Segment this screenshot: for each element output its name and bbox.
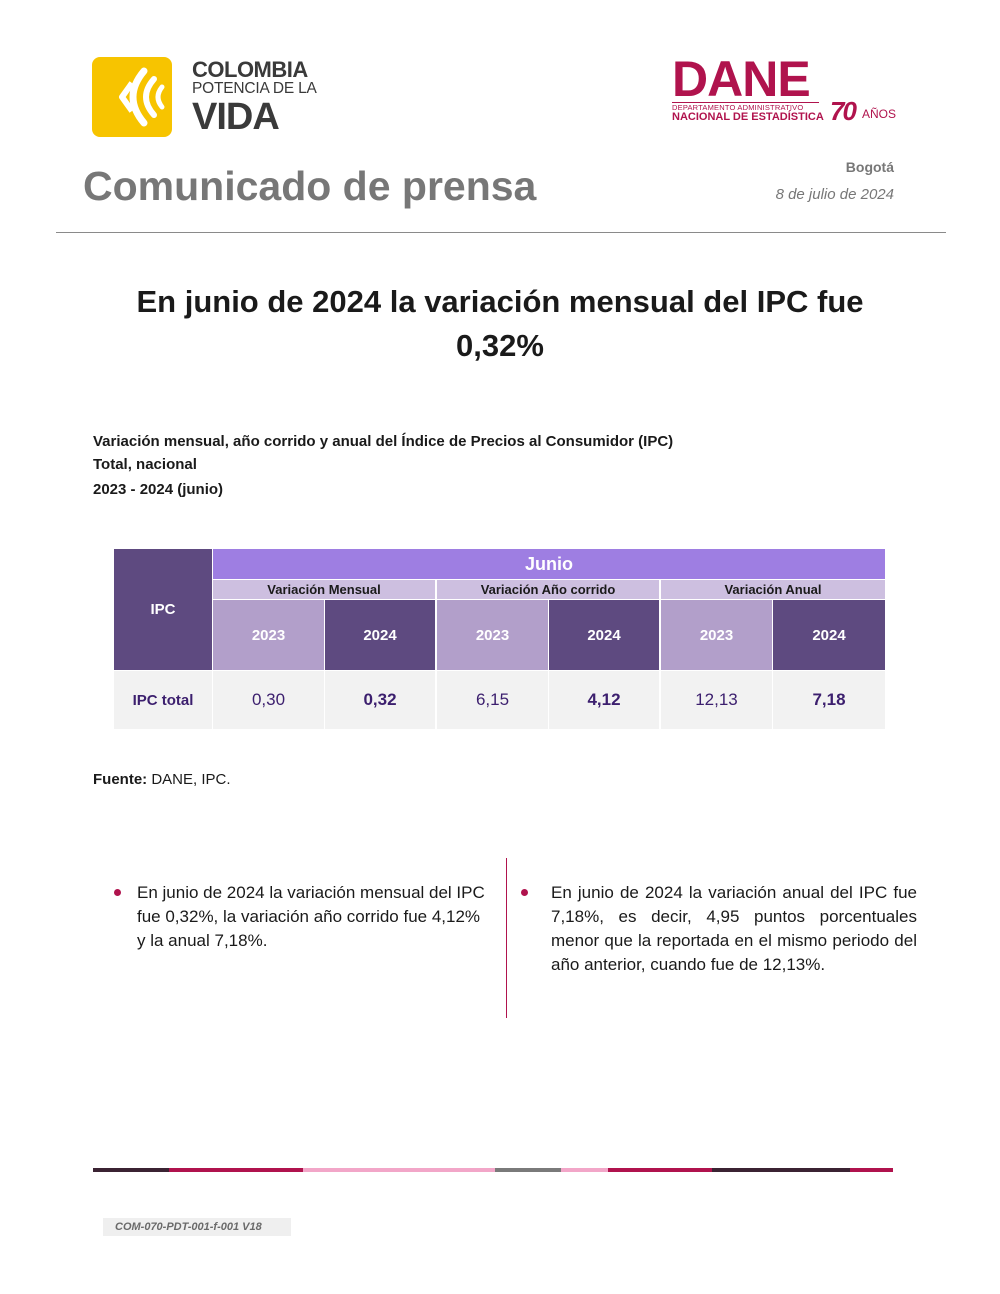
- source-label: Fuente:: [93, 771, 148, 788]
- dane-logo: DANE DEPARTAMENTO ADMINISTRATIVO NACIONA…: [672, 51, 902, 128]
- table-row-label: IPC total: [114, 671, 212, 729]
- bullet-right-text: En junio de 2024 la variación anual del …: [551, 883, 917, 974]
- bullet-left-text: En junio de 2024 la variación mensual de…: [137, 883, 485, 950]
- source-text: DANE, IPC.: [151, 771, 231, 788]
- year-header: 2024: [773, 600, 885, 670]
- table-caption-period: 2023 - 2024 (junio): [93, 481, 224, 498]
- table-caption-scope: Total, nacional: [93, 456, 197, 473]
- bullet-dot-icon: [521, 889, 528, 896]
- colombia-logo-line1: COLOMBIA: [192, 57, 308, 82]
- group-header-annual: Variación Anual: [661, 580, 885, 599]
- dane-logo-word: DANE: [672, 51, 811, 107]
- dane-logo-subtitle1: DEPARTAMENTO ADMINISTRATIVO: [672, 103, 804, 112]
- group-header-monthly: Variación Mensual: [213, 580, 435, 599]
- document-code: COM-070-PDT-001-f-001 V18: [103, 1218, 291, 1236]
- colombia-logo-mark-icon: [92, 57, 172, 137]
- colombia-potencia-de-la-vida-logo: COLOMBIA POTENCIA DE LA VIDA: [92, 57, 322, 139]
- source-note: Fuente: DANE, IPC.: [93, 771, 231, 788]
- year-header: 2023: [213, 600, 324, 670]
- date-label: 8 de julio de 2024: [775, 186, 894, 203]
- ipc-table: IPC Junio Variación Mensual Variación Añ…: [114, 549, 885, 729]
- table-cell-value: 6,15: [437, 671, 548, 729]
- dane-logo-subtitle2: NACIONAL DE ESTADÍSTICA: [672, 111, 824, 123]
- year-header: 2024: [325, 600, 435, 670]
- dane-anniversary-number: 70: [830, 96, 857, 126]
- table-cell-value: 4,12: [549, 671, 659, 729]
- page-title: Comunicado de prensa: [83, 163, 537, 209]
- dane-anniversary-label: AÑOS: [862, 107, 897, 121]
- year-header: 2024: [549, 600, 659, 670]
- table-period-header: Junio: [213, 549, 885, 579]
- table-caption-title: Variación mensual, año corrido y anual d…: [93, 433, 674, 450]
- headline: En junio de 2024 la variación mensual de…: [136, 284, 864, 363]
- header-divider: [56, 232, 946, 233]
- table-cell-value: 0,30: [213, 671, 324, 729]
- year-header: 2023: [437, 600, 548, 670]
- dane-logo-rule: [672, 102, 819, 103]
- table-cell-value: 12,13: [661, 671, 772, 729]
- group-header-year-to-date: Variación Año corrido: [437, 580, 659, 599]
- table-row-header: IPC: [114, 549, 212, 670]
- table-cell-value: 0,32: [325, 671, 435, 729]
- colombia-logo-line3: VIDA: [192, 96, 280, 138]
- table-cell-value: 7,18: [773, 671, 885, 729]
- colombia-logo-line2: POTENCIA DE LA: [192, 80, 317, 97]
- year-header: 2023: [661, 600, 772, 670]
- footer-color-stripe: [93, 1168, 893, 1172]
- column-divider: [506, 858, 507, 1018]
- bullet-dot-icon: [114, 889, 121, 896]
- city-label: Bogotá: [845, 159, 894, 175]
